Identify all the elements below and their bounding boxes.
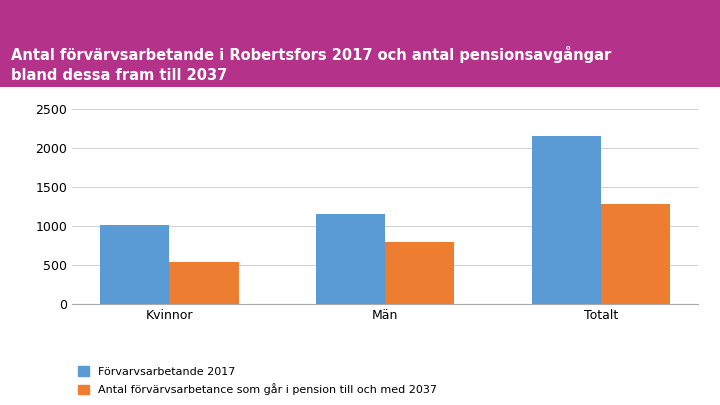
Bar bbox=[101, 225, 169, 304]
Text: Antal förvärvsarbetande i Robertsfors 2017 och antal pensionsavgångar
bland dess: Antal förvärvsarbetande i Robertsfors 20… bbox=[11, 46, 611, 83]
Legend: Förvarvsarbetande 2017, Antal förvärvsarbetance som går i pension till och med 2: Förvarvsarbetande 2017, Antal förvärvsar… bbox=[78, 367, 436, 395]
Bar bbox=[601, 204, 670, 304]
Bar bbox=[532, 136, 601, 304]
Bar bbox=[316, 214, 385, 304]
Bar bbox=[169, 262, 238, 304]
Bar bbox=[385, 242, 454, 304]
